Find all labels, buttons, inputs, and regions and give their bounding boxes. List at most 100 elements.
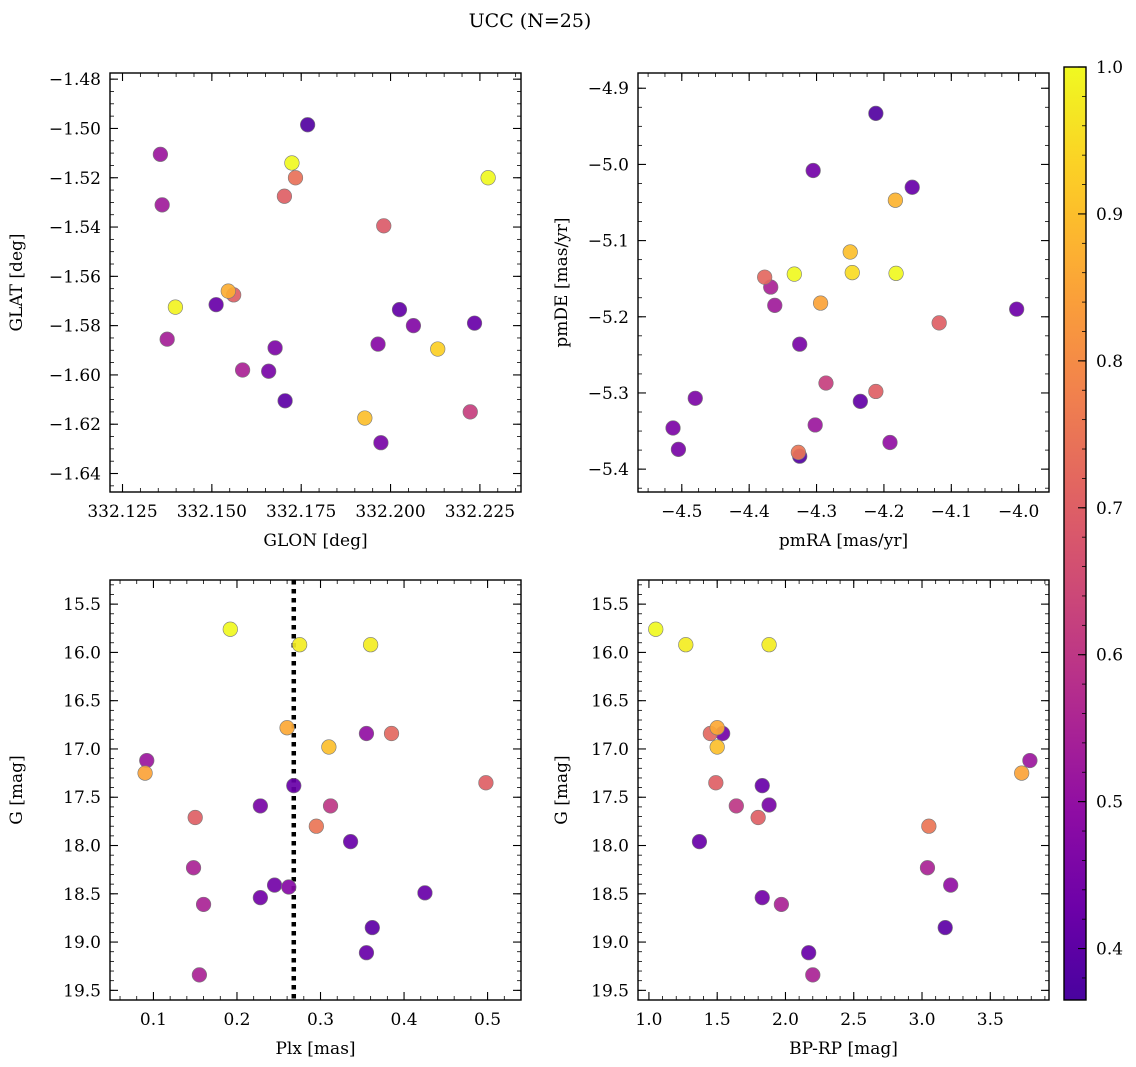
- figure-title: UCC (N=25): [469, 10, 592, 32]
- x-tick-label: 332.150: [177, 502, 247, 522]
- data-point: [708, 775, 724, 791]
- x-tick-label: 332.200: [355, 502, 425, 522]
- x-tick-label: 1.5: [704, 1010, 731, 1030]
- data-point: [1009, 301, 1025, 317]
- data-point: [842, 244, 858, 260]
- data-point: [152, 146, 168, 162]
- data-point: [786, 266, 802, 282]
- y-tick-label: −5.0: [588, 155, 629, 175]
- y-tick-label: 15.5: [63, 595, 101, 615]
- y-tick-label: 19.5: [591, 981, 629, 1001]
- data-point: [773, 896, 789, 913]
- colorbar-tick-label: 1.0: [1096, 58, 1123, 78]
- data-point: [358, 725, 375, 742]
- y-tick-label: −4.9: [588, 79, 629, 99]
- data-point: [342, 834, 359, 850]
- x-tick-label: 1.0: [635, 1010, 662, 1030]
- data-point: [478, 775, 494, 791]
- data-point: [754, 778, 770, 794]
- data-point: [887, 192, 903, 208]
- y-tick-label: 18.5: [63, 885, 101, 905]
- data-point: [757, 269, 773, 285]
- data-point: [195, 896, 212, 913]
- data-point: [792, 336, 808, 352]
- x-tick-label: 2.0: [772, 1010, 799, 1030]
- y-tick-label: 18.0: [63, 837, 101, 857]
- data-point: [687, 390, 703, 406]
- data-point: [480, 170, 496, 186]
- data-point: [277, 393, 293, 409]
- y-tick-label: −1.50: [49, 119, 101, 139]
- y-axis-label: G [mag]: [7, 755, 27, 824]
- x-tick-label: 332.125: [87, 502, 157, 522]
- data-point: [790, 444, 806, 460]
- y-tick-label: −1.58: [49, 317, 101, 337]
- data-point: [1014, 765, 1030, 781]
- y-tick-label: 18.0: [591, 837, 629, 857]
- axes-frame: [637, 579, 1050, 1001]
- data-point: [137, 765, 153, 781]
- x-axis-label: pmRA [mas/yr]: [779, 531, 908, 551]
- data-point: [943, 877, 959, 893]
- x-tick-label: 3.5: [977, 1010, 1004, 1030]
- data-point: [882, 434, 898, 451]
- colorbar-tick-label: 0.9: [1096, 205, 1123, 225]
- axes-frame: [637, 72, 1050, 493]
- data-point: [405, 318, 422, 334]
- colorbar: 0.4 0.5 0.6 0.7 0.8 0.9 1.0: [1063, 58, 1123, 1001]
- data-point: [308, 818, 324, 834]
- panel-glon-glat: 332.125 332.150 332.175 332.200 332.225 −1.64…: [7, 70, 522, 551]
- x-axis-label: BP-RP [mag]: [789, 1039, 898, 1059]
- colorbar-tick-label: 0.8: [1096, 352, 1123, 372]
- x-tick-label: −4.0: [998, 502, 1039, 522]
- x-tick-label: 3.0: [908, 1010, 935, 1030]
- data-point: [761, 797, 777, 813]
- data-point: [373, 435, 389, 451]
- x-tick-label: 2.5: [840, 1010, 867, 1030]
- data-point: [462, 404, 478, 420]
- data-point: [357, 410, 373, 426]
- data-point: [300, 117, 316, 133]
- data-point: [818, 375, 834, 391]
- data-point: [287, 170, 304, 186]
- colorbar-frame: [1063, 66, 1087, 1001]
- data-point: [220, 283, 236, 299]
- data-point: [844, 264, 860, 281]
- data-point: [919, 860, 936, 876]
- y-tick-label: −5.1: [588, 232, 629, 252]
- data-point: [279, 720, 295, 736]
- data-point: [276, 188, 293, 204]
- y-tick-label: 19.0: [591, 933, 629, 953]
- data-point: [208, 297, 224, 313]
- data-point: [185, 860, 202, 876]
- y-tick-label: 19.0: [63, 933, 101, 953]
- data-point: [222, 621, 238, 637]
- data-point: [154, 197, 170, 213]
- panel-plx-g: 0.1 0.2 0.3 0.4 0.5 15.5 16.0 16.5 17.0 17.5 18.0 1…: [7, 579, 522, 1059]
- y-tick-label: −1.48: [49, 70, 101, 90]
- data-point: [261, 363, 277, 379]
- y-axis-label: GLAT [deg]: [7, 233, 27, 331]
- data-point: [430, 341, 446, 357]
- data-point: [754, 890, 770, 906]
- x-tick-label: −4.2: [863, 502, 904, 522]
- y-tick-label: 15.5: [591, 595, 629, 615]
- data-point: [921, 818, 937, 834]
- colorbar-tick-label: 0.5: [1096, 793, 1123, 813]
- data-point: [167, 299, 184, 315]
- data-point: [252, 798, 268, 814]
- y-tick-label: 17.5: [591, 788, 629, 808]
- data-point: [728, 798, 744, 814]
- data-point: [888, 265, 904, 281]
- data-point: [358, 945, 375, 961]
- data-point: [383, 725, 400, 742]
- data-point: [904, 179, 920, 195]
- x-tick-label: −4.5: [661, 502, 702, 522]
- y-tick-label: −1.54: [49, 218, 101, 238]
- data-point: [805, 162, 821, 179]
- data-point: [691, 834, 708, 850]
- data-point: [648, 621, 664, 637]
- x-axis-label: Plx [mas]: [275, 1039, 355, 1059]
- x-tick-label: −4.4: [729, 502, 770, 522]
- colorbar-tick-label: 0.6: [1096, 646, 1123, 666]
